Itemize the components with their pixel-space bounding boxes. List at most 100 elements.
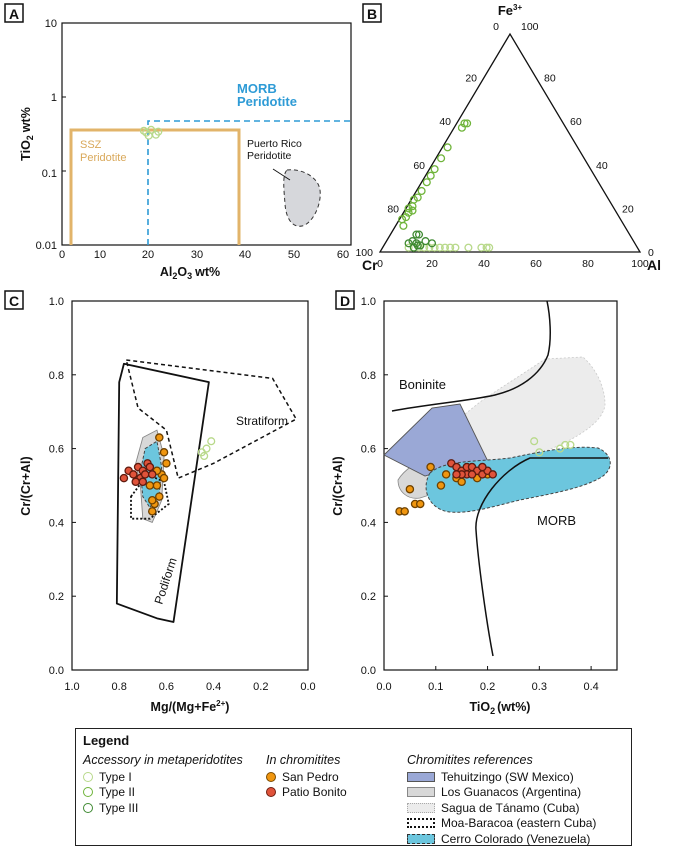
b-top-tick: 0 [493,21,499,33]
c-ylabel: Cr/(Cr+Al) [19,456,33,515]
panel-a: A 10 1 0.1 0.01 0 10 20 30 40 50 60 Al2O… [4,3,352,281]
a-ylabel: TiO2wt% [19,107,35,161]
d-ytick: 0.0 [361,665,376,677]
panel-c-label-box [4,290,24,310]
legend-label: Type I [99,769,132,784]
type-iii-point [413,241,422,250]
c-podiform-label: Podiform [152,556,180,606]
san-pedro-point [159,473,169,483]
type-ii-point [443,143,452,152]
type-iii-point [416,241,425,250]
c-stratiform-field [125,359,298,480]
type-ii-point [437,154,446,163]
c-ytick: 0.2 [49,591,64,603]
c-ytick: 1.0 [49,296,64,308]
type-i-point [482,243,491,252]
b-al-tick: 60 [530,258,542,270]
b-al-tick: 80 [582,258,594,270]
san-pedro-point [457,477,466,487]
los-guanacos-swatch-icon [407,787,435,798]
c-points [119,433,216,516]
type-ii-point [408,206,417,215]
legend-item: Type I [83,769,243,785]
legend-label: Sagua de Tánamo (Cuba) [441,800,580,815]
d-morb-label: MORB [537,513,576,528]
type-i-point [477,243,486,252]
legend-label: Patio Bonito [282,785,347,800]
a-morb-label: MORB Peridotite [237,81,297,109]
san-pedro-point [152,481,162,490]
a-xtick: 30 [191,249,203,261]
d-xtick: 0.4 [583,681,598,693]
a-xtick: 20 [142,249,154,261]
type-i-point [207,437,216,446]
legend-label: Type III [99,800,139,815]
san-pedro-point [162,459,171,468]
legend-item: Cerro Colorado (Venezuela) [407,831,596,847]
d-xtick: 0.2 [480,681,495,693]
type-ii-point [460,119,469,128]
legend-col-chromitites: In chromitites San Pedro Patio Bonito [266,753,347,800]
c-ytick: 0.4 [49,517,64,529]
c-axes: 1.0 1.0 0.8 0.8 0.6 0.6 0.4 0.4 0.2 0.2 0.0 0.0 [49,296,316,693]
san-pedro-point [145,481,155,490]
d-ylabel: Cr/(Cr+Al) [331,456,345,515]
a-puerto-rico-leader [272,168,291,181]
sagua-swatch-icon [407,802,435,813]
san-pedro-point [155,433,164,442]
san-pedro-point [441,470,451,479]
type-ii-point [430,165,439,174]
type-iii-point [427,239,437,248]
legend-item: Type II [83,785,243,801]
a-xtick: 50 [288,249,300,261]
b-apex-cr: Cr [362,257,378,273]
patio-bonito-point [145,462,155,472]
legend-heading: Chromitites references [407,753,533,767]
type-ii-point [463,119,472,128]
a-puerto-rico-field [283,169,321,227]
b-cr-tick: 20 [465,73,477,85]
d-xtick: 0.3 [532,681,547,693]
type-i-point [435,243,444,252]
c-xtick: 0.0 [300,681,315,693]
type-ii-point [399,221,408,230]
legend-item: Tehuitzingo (SW Mexico) [407,769,596,785]
patio-bonito-point [488,470,497,479]
b-al-tick: 100 [631,258,649,270]
legend-label: Cerro Colorado (Venezuela) [441,831,591,846]
patio-bonito-point [140,470,150,479]
patio-bonito-point [119,473,129,483]
legend-label: Type II [99,785,136,800]
san-pedro-point [155,492,164,501]
san-pedro-point [415,499,425,509]
type-ii-point [413,193,422,202]
b-al-tick: 0 [377,258,383,270]
legend-col-accessory: Accessory in metaperidotites Type I Type… [83,753,243,816]
patio-bonito-marker-icon [266,787,276,798]
a-xtick: 40 [239,249,251,261]
type-ii-point [401,213,411,222]
type2-marker-icon [83,787,93,798]
legend-item: Type III [83,800,243,816]
b-apex-fe: Fe3+ [498,3,523,18]
san-pedro-marker-icon [266,771,276,782]
cerro-colorado-swatch-icon [407,833,435,844]
type3-marker-icon [83,802,93,813]
san-pedro-point [426,462,435,472]
b-fe-tick: 60 [570,116,582,128]
type-ii-point [404,204,413,213]
type-ii-point [409,195,418,204]
san-pedro-point [147,496,157,505]
c-xtick: 0.6 [159,681,174,693]
d-ytick: 0.2 [361,591,376,603]
type-ii-point [457,123,466,132]
legend-item: Moa-Baracoa (eastern Cuba) [407,816,596,832]
b-fe-tick: 20 [622,203,634,215]
panel-d-label-box [335,290,355,310]
d-ytick: 0.4 [361,517,376,529]
b-al-tick: 20 [426,258,438,270]
type-i-point [446,243,455,252]
b-fe-tick: 0 [648,247,654,259]
